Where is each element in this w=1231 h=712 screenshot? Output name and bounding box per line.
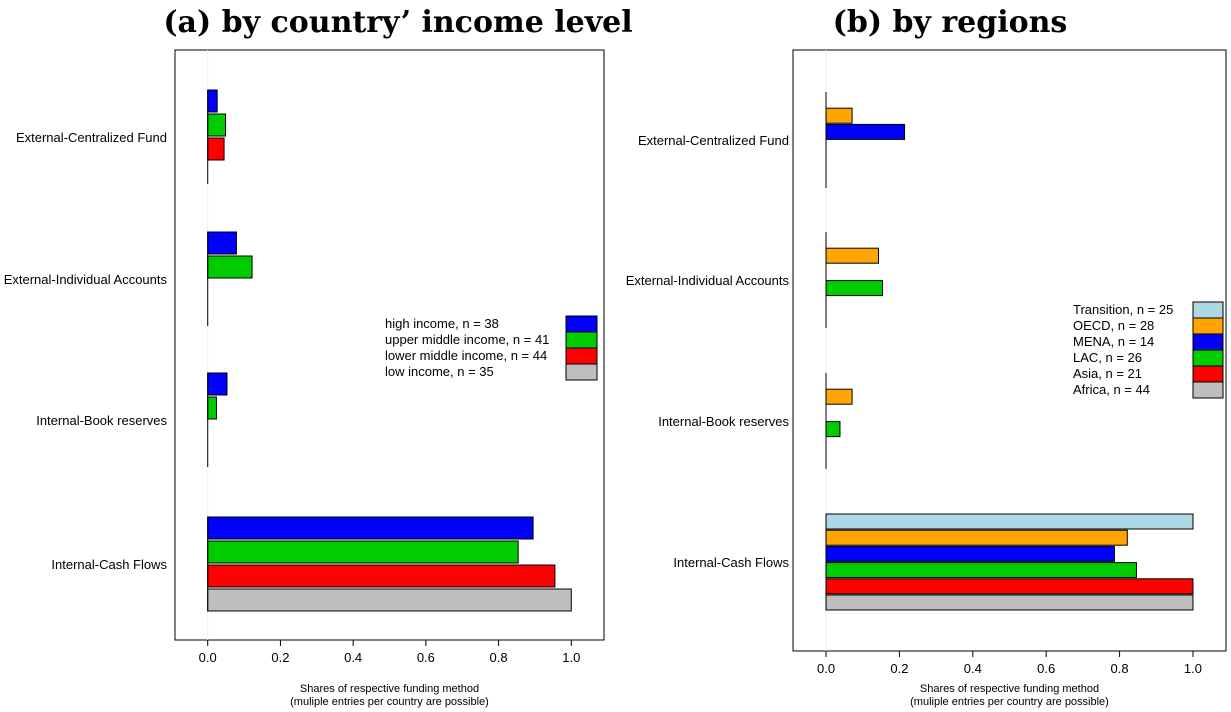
legend-label: LAC, n = 26: [1073, 350, 1142, 365]
category-label: Internal-Cash Flows: [51, 557, 167, 572]
x-tick-label: 0.8: [1111, 661, 1129, 676]
x-tick-label: 1.0: [562, 650, 580, 665]
x-tick-label: 1.0: [1184, 661, 1202, 676]
bar: [207, 255, 253, 279]
legend-label: Africa, n = 44: [1073, 382, 1150, 397]
bar: [207, 137, 225, 161]
bar: [825, 545, 1115, 562]
bar: [825, 594, 1194, 611]
bar: [825, 388, 853, 405]
bar: [207, 588, 572, 612]
legend-label: low income, n = 35: [385, 364, 494, 379]
legend-swatch: [565, 331, 598, 349]
legend-label: Transition, n = 25: [1073, 302, 1173, 317]
x-tick-label: 0.2: [271, 650, 289, 665]
x-tick-label: 0.6: [1037, 661, 1055, 676]
plot-frame: [792, 49, 1227, 652]
legend-label: high income, n = 38: [385, 316, 499, 331]
bar: [825, 513, 1194, 530]
x-tick-label: 0.6: [417, 650, 435, 665]
bar: [825, 421, 841, 438]
legend-label: lower middle income, n = 44: [385, 348, 547, 363]
x-tick-label: 0.2: [890, 661, 908, 676]
bar: [207, 516, 534, 540]
x-tick-label: 0.0: [199, 650, 217, 665]
category-label: External-Individual Accounts: [4, 272, 168, 287]
panel-b: External-Centralized Fund External-Indivi…: [626, 49, 1227, 708]
bar: [825, 578, 1194, 595]
panel-a-title: (a) by country’ income level: [163, 5, 632, 40]
bar: [825, 107, 853, 124]
bar: [825, 562, 1137, 579]
category-label: Internal-Book reserves: [36, 413, 167, 428]
bar: [207, 89, 218, 113]
legend-swatch: [1192, 333, 1224, 351]
category-label: Internal-Cash Flows: [673, 555, 789, 570]
x-axis-title: Shares of respective funding method: [300, 683, 479, 695]
x-tick-label: 0.4: [964, 661, 982, 676]
x-axis-note: (muliple entries per country are possibl…: [910, 696, 1109, 708]
x-tick-label: 0.8: [490, 650, 508, 665]
bar: [207, 372, 228, 396]
legend-swatch: [1192, 301, 1224, 319]
category-label: Internal-Book reserves: [658, 414, 789, 429]
x-tick-label: 0.4: [344, 650, 362, 665]
bar: [825, 123, 906, 140]
x-axis-note: (muliple entries per country are possibl…: [290, 696, 489, 708]
legend-label: Asia, n = 21: [1073, 366, 1142, 381]
x-tick-label: 0.0: [817, 661, 835, 676]
bar: [207, 113, 227, 137]
panel-a: External-Centralized Fund External-Indivi…: [4, 49, 605, 708]
category-label: External-Individual Accounts: [626, 273, 790, 288]
x-axis-title: Shares of respective funding method: [920, 683, 1099, 695]
bar: [207, 564, 556, 588]
category-label: External-Centralized Fund: [16, 130, 167, 145]
plot-frame: [174, 49, 605, 641]
bar: [825, 280, 884, 297]
bar: [207, 231, 237, 255]
bar: [825, 529, 1128, 546]
bar: [207, 396, 217, 420]
legend-swatch: [565, 363, 598, 381]
legend-label: MENA, n = 14: [1073, 334, 1154, 349]
category-label: External-Centralized Fund: [638, 133, 789, 148]
panel-b-title: (b) by regions: [833, 5, 1068, 40]
bar: [825, 247, 879, 264]
legend-swatch: [1192, 317, 1224, 335]
legend-label: upper middle income, n = 41: [385, 332, 549, 347]
legend-swatch: [565, 315, 598, 333]
legend-swatch: [1192, 381, 1224, 399]
legend-label: OECD, n = 28: [1073, 318, 1154, 333]
legend-swatch: [1192, 365, 1224, 383]
bar: [207, 540, 519, 564]
legend-swatch: [1192, 349, 1224, 367]
legend-swatch: [565, 347, 598, 365]
